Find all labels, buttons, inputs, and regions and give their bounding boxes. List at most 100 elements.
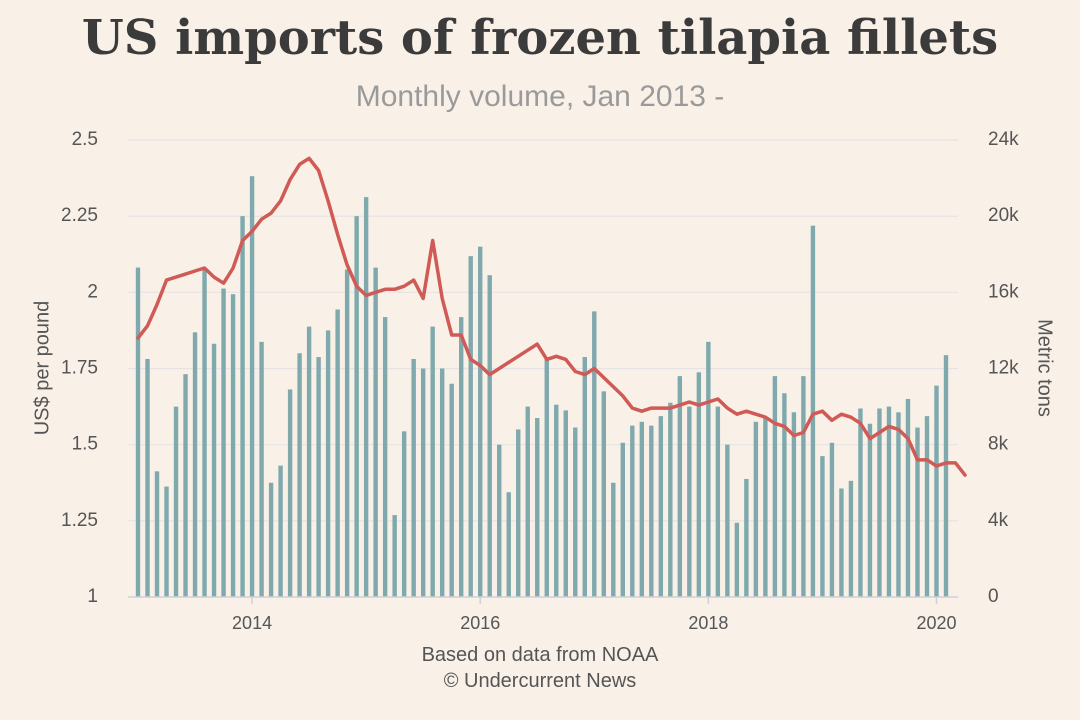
left-axis-ticks: 1 1.25 1.5 1.75 2 2.25 2.5 [61,129,98,607]
volume-bar [829,442,835,597]
volume-bar [639,421,645,597]
volume-bar [535,418,540,597]
volume-bar [211,343,217,597]
volume-bar [563,410,568,597]
left-tick-label: 2.5 [72,129,98,150]
volume-bar [164,486,169,597]
volume-bar [696,372,702,597]
volume-bar [306,326,312,597]
volume-bar [382,317,388,597]
right-axis-ticks: 0 4k 8k 12k 16k 20k 24k [988,129,1019,607]
volume-bar [677,376,683,597]
volume-bar [183,374,188,597]
volume-bar [611,482,616,597]
volume-bar [772,376,778,597]
credit-note: © Undercurrent News [443,670,637,692]
volume-bar [287,389,293,597]
volume-bar [268,482,274,597]
x-tick-label: 2020 [916,613,956,633]
volume-bar [344,269,350,597]
x-axis-ticks: 2014 2016 2018 2020 [232,597,957,633]
volume-bar [439,368,445,597]
volume-bar [554,404,559,597]
volume-bar [848,480,854,597]
volume-bar [886,406,892,597]
volume-bar [924,416,930,597]
volume-bar [145,358,150,597]
volume-bar [411,358,416,597]
volume-bar [687,406,692,597]
volume-bar [335,309,340,597]
left-tick-label: 1.75 [61,358,98,379]
volume-bar [877,408,882,597]
volume-bar [668,402,673,597]
volume-bar [839,488,844,597]
volume-bar [506,492,511,597]
volume-bar [373,267,378,597]
volume-bar [725,444,730,597]
right-tick-label: 20k [988,205,1019,226]
volume-bar [867,423,873,597]
volume-bar [173,406,179,597]
volume-bar [525,406,530,597]
chart-subtitle: Monthly volume, Jan 2013 - [355,80,725,113]
volume-bar [325,330,331,597]
volume-bar [744,478,749,597]
volume-bar [430,326,435,597]
volume-bar [459,317,464,597]
volume-bar [782,393,787,597]
left-tick-label: 1 [87,586,98,607]
volume-bar [278,465,283,597]
volume-bar [715,406,721,597]
volume-bar [449,383,454,597]
left-tick-label: 1.25 [61,510,98,531]
volume-bar [915,427,920,597]
volume-bar [401,431,407,597]
volume-bar [810,225,816,597]
volume-bar [801,376,806,597]
volume-bar [649,425,654,597]
volume-bar [316,357,321,597]
volume-bar [734,522,740,597]
volume-bar [943,355,949,597]
volume-bar [478,246,483,597]
x-tick-label: 2016 [460,613,500,633]
right-axis-label: Metric tons [1034,319,1056,417]
volume-bar [620,442,625,597]
volume-bar [192,332,198,597]
volume-bar [230,294,236,597]
volume-bar [573,427,578,597]
x-tick-label: 2014 [232,613,272,633]
volume-bar [763,418,768,597]
volume-bar [468,256,473,597]
volume-bar [154,471,160,597]
left-axis-label: US$ per pound [31,301,53,436]
volume-bar [592,311,597,597]
left-tick-label: 2.25 [61,205,98,226]
chart-title: US imports of frozen tilapia fillets [81,10,999,66]
volume-bar [582,357,587,597]
source-note: Based on data from NOAA [421,644,659,666]
volume-bars [135,176,949,597]
volume-bar [544,357,549,597]
volume-bar [249,176,255,597]
volume-bar [240,216,245,597]
right-tick-label: 16k [988,281,1019,302]
volume-bar [858,408,863,597]
volume-bar [487,275,492,597]
volume-bar [706,341,711,597]
volume-bar [753,421,759,597]
volume-bar [791,412,797,597]
volume-bar [516,429,521,597]
volume-bar [658,416,664,597]
left-tick-label: 1.5 [72,434,98,455]
volume-bar [601,391,606,597]
volume-bar [905,398,911,597]
right-tick-label: 12k [988,358,1019,379]
volume-bar [934,385,939,597]
volume-bar [259,341,264,597]
left-tick-label: 2 [87,281,98,302]
volume-bar [363,197,369,597]
x-tick-label: 2018 [688,613,728,633]
